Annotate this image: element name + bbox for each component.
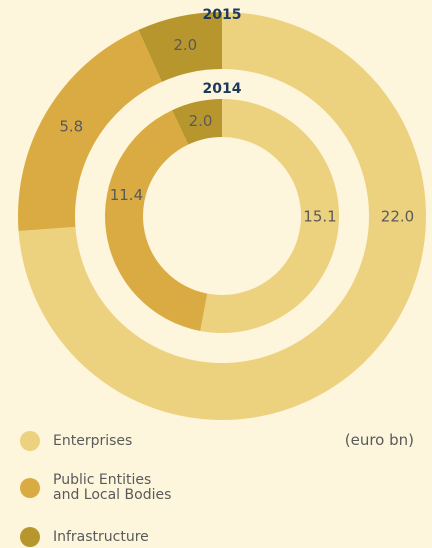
donut-segment [105, 110, 208, 331]
legend-label: Infrastructure [53, 528, 149, 545]
ring-label: 2015 [203, 7, 242, 23]
value-label: 22.0 [381, 208, 414, 226]
legend-label: Enterprises [53, 432, 133, 449]
value-label: 5.8 [59, 118, 83, 136]
value-label: 2.0 [189, 112, 213, 130]
ring-label: 2014 [203, 81, 242, 97]
value-label: 15.1 [303, 208, 336, 226]
legend-swatch [20, 431, 40, 451]
donut-segment [138, 12, 222, 82]
value-label: 2.0 [173, 36, 197, 54]
donut-segment [200, 99, 339, 333]
value-label: 11.4 [110, 186, 143, 204]
legend-label: Public Entities and Local Bodies [53, 472, 172, 503]
legend-swatch [20, 527, 40, 547]
unit-label: (euro bn) [344, 431, 414, 449]
donut-segment [18, 29, 162, 232]
donut-segment [172, 99, 222, 145]
legend-swatch [20, 478, 40, 498]
